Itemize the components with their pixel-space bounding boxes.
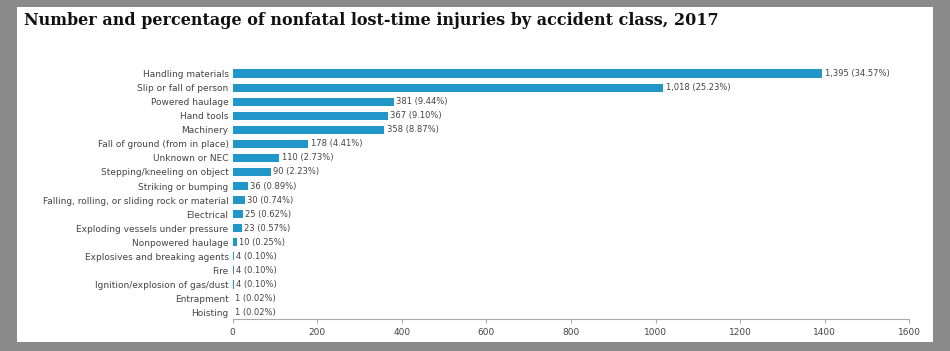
Text: 1,018 (25.23%): 1,018 (25.23%)	[666, 83, 731, 92]
Text: 381 (9.44%): 381 (9.44%)	[396, 97, 447, 106]
Bar	[233, 196, 245, 204]
Text: 23 (0.57%): 23 (0.57%)	[244, 224, 291, 233]
Text: 1,395 (34.57%): 1,395 (34.57%)	[825, 69, 890, 78]
Text: 25 (0.62%): 25 (0.62%)	[245, 210, 291, 219]
Text: 90 (2.23%): 90 (2.23%)	[274, 167, 319, 177]
Bar	[233, 266, 235, 274]
Text: 367 (9.10%): 367 (9.10%)	[390, 111, 442, 120]
Text: 358 (8.87%): 358 (8.87%)	[387, 125, 439, 134]
Bar	[233, 140, 308, 148]
Bar	[233, 252, 235, 260]
Text: 4 (0.10%): 4 (0.10%)	[237, 266, 276, 275]
Text: 110 (2.73%): 110 (2.73%)	[282, 153, 333, 163]
Text: 1 (0.02%): 1 (0.02%)	[235, 294, 276, 303]
Bar	[233, 69, 823, 78]
Bar	[233, 84, 663, 92]
Text: 30 (0.74%): 30 (0.74%)	[247, 196, 294, 205]
Bar	[233, 154, 279, 162]
Bar	[233, 168, 271, 176]
Text: 178 (4.41%): 178 (4.41%)	[311, 139, 362, 148]
Bar	[233, 126, 384, 134]
Bar	[233, 112, 388, 120]
Bar	[233, 238, 237, 246]
Text: 4 (0.10%): 4 (0.10%)	[237, 280, 276, 289]
Text: 4 (0.10%): 4 (0.10%)	[237, 252, 276, 261]
Bar	[233, 98, 394, 106]
Bar	[233, 210, 243, 218]
Text: 36 (0.89%): 36 (0.89%)	[250, 181, 296, 191]
Text: 10 (0.25%): 10 (0.25%)	[238, 238, 285, 247]
Bar	[233, 182, 248, 190]
Text: Number and percentage of nonfatal lost-time injuries by accident class, 2017: Number and percentage of nonfatal lost-t…	[24, 12, 718, 29]
Bar	[233, 280, 235, 289]
Bar	[233, 224, 242, 232]
Text: 1 (0.02%): 1 (0.02%)	[235, 308, 276, 317]
